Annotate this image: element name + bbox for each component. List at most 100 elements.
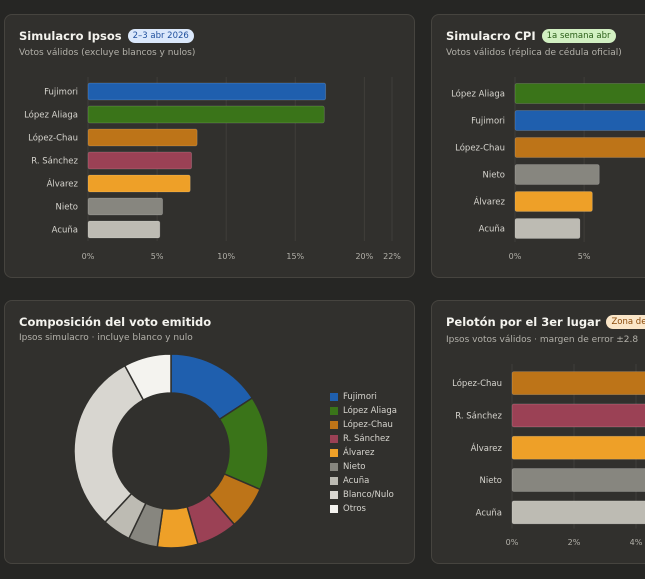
legend-swatch-lopez-aliaga — [330, 407, 338, 415]
legend-label-lopez-aliaga: López Aliaga — [343, 406, 397, 416]
bar-alvarez — [87, 174, 191, 193]
legend-label-otros: Otros — [343, 504, 366, 514]
legend-item-fujimori: Fujimori — [330, 390, 397, 404]
peloton-title-row: Pelotón por el 3er lugar Zona de riesgo — [446, 315, 645, 329]
ipsos-title: Simulacro Ipsos — [19, 29, 122, 43]
bar-lopez-aliaga — [514, 83, 645, 104]
cpi-card: Simulacro CPI 1a semana abr Votos válido… — [431, 14, 645, 278]
ipsos-title-row: Simulacro Ipsos 2–3 abr 2026 — [19, 29, 194, 43]
legend-item-lopez-chau: López-Chau — [330, 418, 397, 432]
ipsos-date-badge: 2–3 abr 2026 — [127, 29, 194, 43]
bar-acuna — [87, 220, 161, 239]
peloton-bar-chart: 0% 2% 4% López-Chau R. Sánchez Álvarez Nieto Ac… — [452, 364, 645, 547]
x-tick-label-0: 0% — [506, 538, 519, 547]
x-tick-label-5: 5% — [578, 252, 591, 261]
legend-label-lopez-chau: López-Chau — [343, 420, 393, 430]
ipsos-bar-chart: 0% 5% 10% 15% 20% 22% Fujimori López Aliaga Lópe… — [24, 77, 401, 261]
category-label-alvarez: Álvarez — [47, 178, 79, 190]
category-label-r-sanchez: R. Sánchez — [31, 157, 78, 167]
x-tick-label-0: 0% — [82, 252, 95, 261]
category-label-nieto: Nieto — [483, 171, 505, 181]
legend-label-r-sanchez: R. Sánchez — [343, 434, 390, 444]
legend-label-nieto: Nieto — [343, 462, 366, 472]
category-label-r-sanchez: R. Sánchez — [455, 411, 502, 421]
legend-swatch-alvarez — [330, 449, 338, 457]
category-label-lopez-aliaga: López Aliaga — [24, 110, 78, 121]
slice-blanco-nulo — [73, 364, 145, 524]
peloton-subtitle: Ipsos votos válidos · margen de error ±2… — [446, 335, 639, 345]
category-label-acuna: Acuña — [476, 508, 502, 518]
composition-card: Composición del voto emitido Ipsos simul… — [4, 300, 415, 564]
category-label-nieto: Nieto — [56, 203, 78, 213]
legend-label-alvarez: Álvarez — [343, 448, 375, 458]
x-tick-label-5: 5% — [151, 252, 164, 261]
legend-label-blanco-nulo: Blanco/Nulo — [343, 490, 394, 500]
peloton-title: Pelotón por el 3er lugar — [446, 315, 601, 329]
x-tick-label-10: 10% — [217, 252, 235, 261]
category-label-lopez-chau: López-Chau — [452, 378, 502, 389]
category-label-lopez-chau: López-Chau — [28, 133, 78, 144]
peloton-risk-badge: Zona de riesgo — [606, 315, 645, 329]
category-label-lopez-chau: López-Chau — [455, 143, 505, 154]
legend-item-blanco-nulo: Blanco/Nulo — [330, 488, 397, 502]
bar-lopez-chau — [87, 128, 198, 147]
composition-donut-chart — [73, 353, 269, 549]
category-label-acuna: Acuña — [52, 226, 78, 236]
bar-acuna — [511, 500, 645, 525]
bar-nieto — [514, 164, 600, 185]
composition-legend: Fujimori López Aliaga López-Chau R. Sánchez… — [330, 390, 397, 516]
category-label-fujimori: Fujimori — [44, 88, 78, 98]
legend-item-otros: Otros — [330, 502, 397, 516]
bar-lopez-chau — [511, 371, 645, 396]
legend-swatch-lopez-chau — [330, 421, 338, 429]
legend-label-acuna: Acuña — [343, 476, 370, 486]
legend-item-nieto: Nieto — [330, 460, 397, 474]
x-tick-label-22: 22% — [383, 252, 401, 261]
legend-item-alvarez: Álvarez — [330, 446, 397, 460]
composition-title: Composición del voto emitido — [19, 315, 212, 329]
bar-fujimori — [87, 82, 327, 101]
bar-r-sanchez — [87, 151, 193, 170]
x-tick-label-0: 0% — [509, 252, 522, 261]
category-label-nieto: Nieto — [480, 476, 502, 486]
legend-swatch-otros — [330, 505, 338, 513]
category-label-alvarez: Álvarez — [471, 442, 503, 454]
ipsos-subtitle: Votos válidos (excluye blancos y nulos) — [19, 48, 196, 58]
bar-nieto — [87, 197, 164, 216]
legend-swatch-blanco-nulo — [330, 491, 338, 499]
legend-label-fujimori: Fujimori — [343, 392, 377, 402]
x-tick-label-15: 15% — [286, 252, 304, 261]
bar-lopez-chau — [514, 137, 645, 158]
category-label-alvarez: Álvarez — [474, 196, 506, 208]
legend-swatch-acuna — [330, 477, 338, 485]
bar-acuna — [514, 218, 581, 239]
cpi-title: Simulacro CPI — [446, 29, 536, 43]
category-label-acuna: Acuña — [479, 225, 505, 235]
legend-swatch-fujimori — [330, 393, 338, 401]
x-tick-label-20: 20% — [355, 252, 373, 261]
cpi-date-badge: 1a semana abr — [541, 29, 616, 43]
legend-swatch-nieto — [330, 463, 338, 471]
x-tick-label-4: 4% — [630, 538, 643, 547]
peloton-card: Pelotón por el 3er lugar Zona de riesgo … — [431, 300, 645, 564]
legend-item-r-sanchez: R. Sánchez — [330, 432, 397, 446]
bar-fujimori — [514, 110, 645, 131]
category-label-lopez-aliaga: López Aliaga — [451, 89, 505, 100]
legend-item-acuna: Acuña — [330, 474, 397, 488]
bar-nieto — [511, 468, 645, 492]
x-tick-label-2: 2% — [568, 538, 581, 547]
bar-r-sanchez — [511, 403, 645, 428]
bar-lopez-aliaga — [87, 105, 325, 124]
composition-title-row: Composición del voto emitido — [19, 315, 211, 329]
bar-alvarez — [511, 435, 645, 460]
cpi-title-row: Simulacro CPI 1a semana abr — [446, 29, 616, 43]
category-label-fujimori: Fujimori — [471, 117, 505, 127]
composition-subtitle: Ipsos simulacro · incluye blanco y nulo — [19, 333, 193, 343]
cpi-subtitle: Votos válidos (réplica de cédula oficial… — [446, 48, 622, 58]
ipsos-card: Simulacro Ipsos 2–3 abr 2026 Votos válid… — [4, 14, 415, 278]
bar-alvarez — [514, 191, 593, 212]
slice-otros — [123, 353, 172, 402]
cpi-bar-chart: 0% 5% López Aliaga Fujimori López-Chau Nieto Á… — [451, 77, 645, 261]
legend-item-lopez-aliaga: López Aliaga — [330, 404, 397, 418]
legend-swatch-r-sanchez — [330, 435, 338, 443]
